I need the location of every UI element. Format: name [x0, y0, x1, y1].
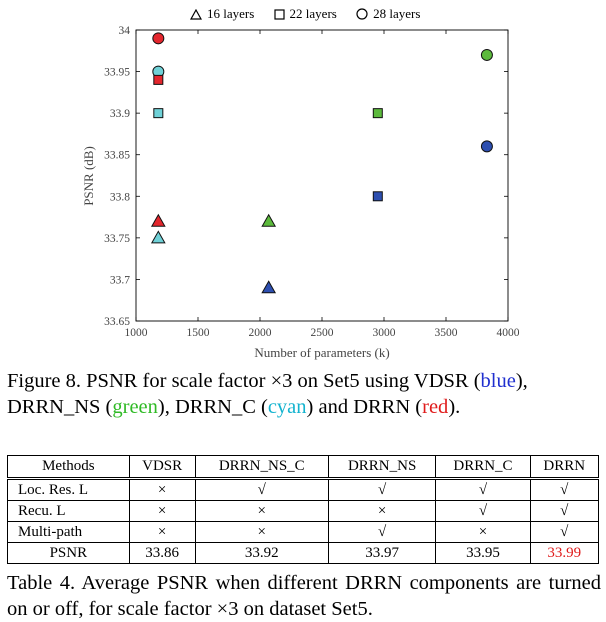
table-cell: √ [529, 478, 599, 501]
table-caption: Table 4. Average PSNR when different DRR… [7, 572, 601, 620]
table-cell: × [128, 500, 196, 522]
header-cell: DRRN_NS_C [194, 455, 329, 480]
table-cell: √ [435, 500, 531, 522]
table-cell: × [128, 478, 196, 501]
table-cell: √ [327, 478, 437, 501]
x-tick-label: 1500 [187, 327, 210, 339]
axis-ticks: 1000 1500 2000 2500 3000 3500 4000 33.65 33.7 33.… [104, 25, 520, 339]
header-cell: VDSR [128, 455, 196, 480]
x-tick-label: 4000 [497, 327, 520, 339]
row-label: PSNR [7, 542, 130, 564]
legend-label: 28 layers [373, 6, 421, 21]
data-points [150, 32, 493, 294]
square-legend-icon [273, 9, 285, 20]
caption-text: Figure 8. PSNR for scale factor ×3 on Se… [7, 370, 481, 392]
chart-legend: 16 layers 22 layers 28 layers [189, 6, 436, 22]
table-cell: 33.97 [327, 542, 437, 564]
x-tick-label: 3500 [435, 327, 458, 339]
table-cell: × [128, 521, 196, 543]
green-circle-point [480, 48, 493, 61]
table-cell: 33.92 [194, 542, 329, 564]
y-tick-label: 33.9 [110, 108, 130, 120]
scatter-chart: 1000 1500 2000 2500 3000 3500 4000 33.65 33.7 33.… [81, 25, 520, 360]
green-triangle-point [261, 213, 277, 227]
legend-item: 16 layers [189, 6, 255, 22]
red-triangle-point [150, 213, 166, 227]
table-cell: √ [435, 478, 531, 501]
legend-label: 22 layers [289, 6, 337, 21]
circle-legend-icon [356, 8, 368, 20]
legend-item: 22 layers [273, 6, 337, 22]
header-cell: Methods [7, 455, 130, 480]
caption-blue: blue [480, 370, 516, 392]
y-tick-label: 33.75 [104, 233, 130, 245]
header-cell: DRRN_C [435, 455, 531, 480]
plot-frame [135, 29, 509, 322]
comparison-table: Methods VDSR DRRN_NS_C DRRN_NS DRRN_C DR… [7, 455, 599, 564]
table-row: Loc. Res. L × √ √ √ √ [7, 478, 599, 501]
table-cell: 33.95 [435, 542, 531, 564]
red-circle-point [152, 32, 165, 45]
x-tick-label: 1000 [125, 327, 148, 339]
legend-label: 16 layers [207, 6, 255, 21]
table-cell: × [194, 500, 329, 522]
x-tick-label: 2000 [249, 327, 272, 339]
table-cell: × [435, 521, 531, 543]
caption-red: red [422, 396, 449, 418]
table-cell-best: 33.99 [529, 542, 599, 564]
table-cell: × [327, 500, 437, 522]
table-cell: √ [327, 521, 437, 543]
cyan-square-point [153, 108, 164, 119]
caption-green: green [112, 396, 158, 418]
table-cell: 33.86 [128, 542, 196, 564]
y-tick-label: 33.7 [110, 274, 130, 286]
y-tick-label: 34 [119, 25, 131, 37]
y-axis-label: PSNR (dB) [81, 146, 96, 206]
legend-item: 28 layers [356, 6, 420, 22]
x-tick-label: 2500 [311, 327, 334, 339]
caption-text: ) and DRRN ( [306, 396, 423, 418]
table-cell: √ [194, 478, 329, 501]
caption-cyan: cyan [267, 396, 307, 418]
blue-circle-point [480, 140, 493, 153]
cyan-triangle-point [150, 230, 166, 244]
table-row-psnr: PSNR 33.86 33.92 33.97 33.95 33.99 [7, 542, 599, 564]
table-cell: × [194, 521, 329, 543]
y-tick-label: 33.8 [110, 191, 130, 203]
table-cell: √ [529, 500, 599, 522]
x-tick-label: 3000 [373, 327, 396, 339]
green-square-point [372, 108, 383, 119]
row-label: Loc. Res. L [7, 478, 130, 501]
row-label: Multi-path [7, 521, 130, 543]
triangle-legend-icon [189, 8, 203, 20]
caption-text: ), DRRN_NS ( [7, 370, 528, 418]
y-tick-label: 33.95 [104, 67, 130, 79]
y-tick-label: 33.65 [104, 316, 130, 328]
table-cell: √ [529, 521, 599, 543]
figure-caption: Figure 8. PSNR for scale factor ×3 on Se… [7, 368, 601, 420]
table-row: Recu. L × × × √ √ [7, 500, 599, 522]
caption-text: ). [448, 396, 461, 418]
table-header-row: Methods VDSR DRRN_NS_C DRRN_NS DRRN_C DR… [7, 455, 599, 480]
row-label: Recu. L [7, 500, 130, 522]
header-cell: DRRN_NS [327, 455, 437, 480]
table-row: Multi-path × × √ × √ [7, 521, 599, 543]
red-square-point [153, 74, 164, 85]
blue-square-point [372, 191, 383, 202]
caption-text: ), DRRN_C ( [157, 396, 268, 418]
blue-triangle-point [261, 280, 277, 294]
x-axis-label: Number of parameters (k) [254, 345, 389, 360]
y-tick-label: 33.85 [104, 150, 130, 162]
header-cell: DRRN [529, 455, 599, 480]
